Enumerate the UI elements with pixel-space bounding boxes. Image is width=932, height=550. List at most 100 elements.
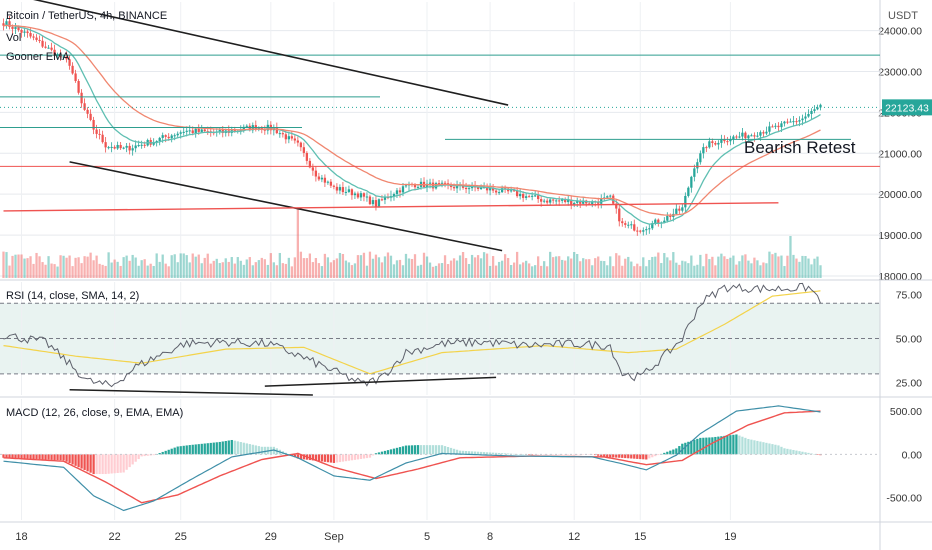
candle[interactable] — [296, 140, 300, 143]
candle[interactable] — [771, 126, 774, 128]
candle[interactable] — [140, 144, 143, 146]
candle[interactable] — [591, 201, 594, 204]
candle[interactable] — [819, 104, 822, 108]
candle[interactable] — [744, 132, 747, 139]
candle[interactable] — [305, 152, 309, 161]
candle[interactable] — [479, 187, 483, 190]
candle[interactable] — [371, 200, 375, 205]
candle[interactable] — [131, 148, 134, 151]
candle[interactable] — [275, 127, 278, 134]
candle[interactable] — [299, 142, 303, 148]
macd-legend[interactable]: MACD (12, 26, close, 9, EMA, EMA) — [6, 407, 184, 419]
candle[interactable] — [801, 118, 804, 121]
candle[interactable] — [657, 219, 660, 224]
candle[interactable] — [74, 73, 77, 82]
candle[interactable] — [735, 136, 738, 138]
candle[interactable] — [711, 141, 714, 144]
candle[interactable] — [509, 190, 513, 192]
candle[interactable] — [245, 125, 248, 127]
candle[interactable] — [540, 199, 543, 202]
candle[interactable] — [774, 125, 777, 127]
candle[interactable] — [588, 203, 591, 205]
candle[interactable] — [651, 223, 654, 229]
candle[interactable] — [95, 129, 98, 134]
candle[interactable] — [515, 190, 519, 197]
candle[interactable] — [239, 129, 242, 131]
rsi-trendline[interactable] — [69, 388, 313, 396]
candle[interactable] — [59, 53, 62, 58]
candle[interactable] — [636, 230, 639, 232]
candle[interactable] — [158, 137, 161, 142]
candle[interactable] — [194, 128, 197, 134]
candle[interactable] — [747, 135, 750, 139]
candle[interactable] — [428, 182, 432, 184]
candle[interactable] — [633, 224, 636, 231]
candle[interactable] — [347, 189, 351, 192]
candle[interactable] — [798, 120, 801, 122]
candle[interactable] — [101, 134, 104, 143]
candle[interactable] — [290, 136, 293, 139]
candle[interactable] — [71, 65, 74, 74]
candle[interactable] — [200, 129, 203, 132]
candle[interactable] — [750, 135, 753, 137]
candle[interactable] — [606, 196, 609, 198]
candle[interactable] — [128, 145, 131, 151]
candle[interactable] — [705, 147, 708, 149]
candle[interactable] — [564, 199, 567, 203]
candle[interactable] — [182, 131, 185, 133]
candle[interactable] — [573, 202, 576, 205]
candle[interactable] — [615, 203, 618, 209]
candle[interactable] — [491, 188, 495, 191]
candle[interactable] — [789, 121, 792, 123]
candle[interactable] — [383, 197, 387, 200]
candle[interactable] — [780, 123, 783, 128]
candle[interactable] — [732, 136, 735, 140]
candle[interactable] — [179, 132, 182, 134]
candle[interactable] — [720, 139, 723, 143]
candle[interactable] — [92, 119, 95, 130]
candle[interactable] — [681, 207, 684, 211]
candle[interactable] — [792, 121, 795, 123]
candle[interactable] — [65, 56, 68, 60]
candle[interactable] — [188, 130, 191, 132]
candle[interactable] — [690, 176, 693, 188]
candle[interactable] — [356, 193, 360, 198]
candle[interactable] — [759, 132, 762, 136]
candle[interactable] — [684, 195, 687, 208]
candle[interactable] — [431, 182, 435, 189]
candle[interactable] — [666, 215, 669, 221]
candle[interactable] — [185, 130, 188, 132]
candle[interactable] — [627, 224, 630, 226]
candle[interactable] — [377, 199, 381, 207]
candle[interactable] — [813, 109, 816, 111]
candle[interactable] — [323, 177, 327, 183]
candle[interactable] — [699, 153, 702, 163]
candle[interactable] — [329, 181, 333, 186]
candle[interactable] — [464, 187, 468, 190]
candle[interactable] — [320, 177, 324, 180]
candle[interactable] — [80, 92, 83, 104]
candle[interactable] — [68, 59, 71, 66]
candle[interactable] — [317, 176, 321, 180]
candle[interactable] — [155, 141, 158, 143]
candle[interactable] — [32, 36, 35, 38]
candle[interactable] — [35, 37, 38, 40]
candle[interactable] — [678, 208, 681, 211]
rsi-trendline[interactable] — [264, 376, 497, 387]
candle[interactable] — [786, 121, 789, 123]
candle[interactable] — [353, 193, 357, 196]
candle[interactable] — [807, 114, 810, 117]
candle[interactable] — [83, 103, 86, 110]
candle[interactable] — [816, 107, 819, 110]
candle[interactable] — [332, 185, 336, 187]
candle[interactable] — [558, 200, 561, 202]
candle[interactable] — [401, 186, 405, 193]
candle[interactable] — [783, 121, 786, 124]
candle[interactable] — [53, 49, 56, 57]
candle[interactable] — [359, 193, 363, 198]
candle[interactable] — [582, 200, 585, 204]
candle[interactable] — [645, 229, 648, 231]
symbol-title[interactable]: Bitcoin / TetherUS, 4h, BINANCE — [6, 10, 168, 22]
candle[interactable] — [552, 199, 555, 201]
candle[interactable] — [2, 23, 5, 26]
